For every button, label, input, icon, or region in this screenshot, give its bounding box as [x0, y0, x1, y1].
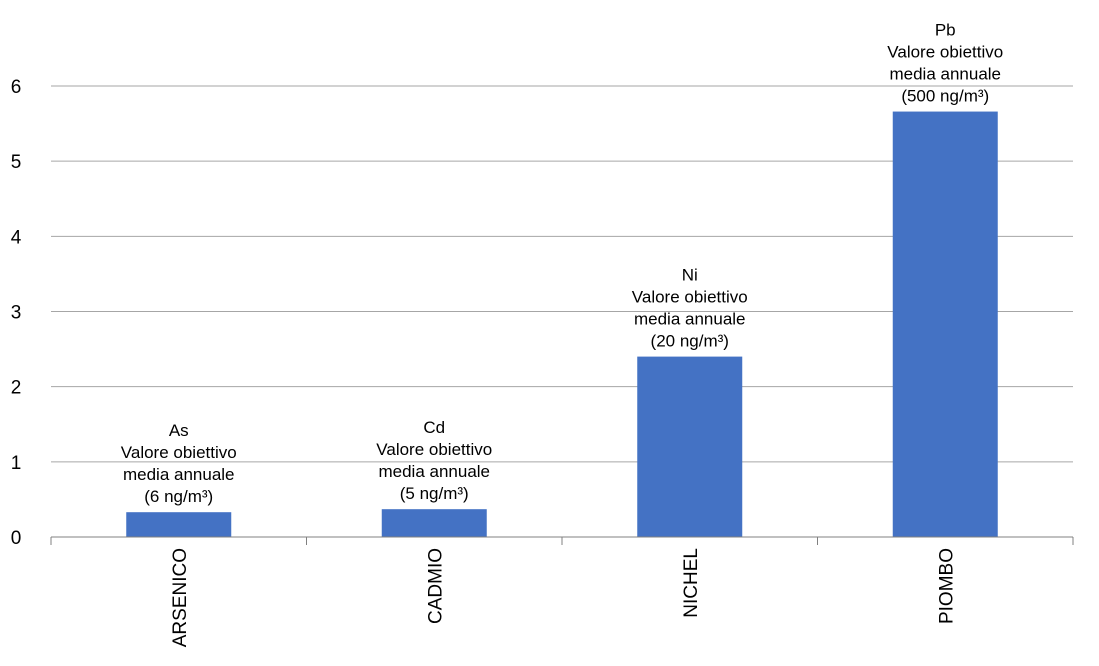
- data-annotation: Valore obiettivo: [376, 440, 492, 459]
- data-annotation: media annuale: [634, 310, 746, 329]
- bars: [126, 111, 998, 537]
- data-annotation: (5 ng/m³): [400, 484, 469, 503]
- axes: [50, 536, 1074, 545]
- data-annotation: Cd: [423, 418, 445, 437]
- bar: [637, 356, 743, 537]
- y-tick-label: 3: [11, 303, 22, 324]
- x-tick-label: CADMIO: [425, 548, 446, 624]
- data-annotation: Ni: [682, 266, 698, 285]
- x-tick-label: ARSENICO: [170, 548, 191, 647]
- data-annotation: Valore obiettivo: [632, 288, 748, 307]
- y-tick-label: 4: [11, 227, 22, 248]
- y-tick-label: 0: [11, 528, 22, 549]
- data-annotation: Pb: [935, 21, 956, 40]
- data-annotation: Valore obiettivo: [887, 43, 1003, 62]
- x-tick-label: NICHEL: [681, 548, 702, 618]
- data-annotation: media annuale: [378, 462, 490, 481]
- bar: [381, 509, 487, 537]
- x-tick-label: PIOMBO: [936, 548, 957, 624]
- y-tick-label: 5: [11, 152, 22, 173]
- y-tick-label: 6: [11, 77, 22, 98]
- data-annotation: As: [169, 421, 189, 440]
- data-annotation: (20 ng/m³): [651, 332, 729, 351]
- data-annotation: media annuale: [889, 65, 1001, 84]
- data-annotation: media annuale: [123, 465, 235, 484]
- bar: [892, 111, 998, 537]
- y-tick-label: 1: [11, 453, 22, 474]
- data-annotation: (500 ng/m³): [901, 87, 989, 106]
- data-annotation: Valore obiettivo: [121, 443, 237, 462]
- labels: 0 1 2 3 4 5 6 ARSENICO As Valore obiettivo media a…: [11, 21, 1004, 648]
- bar: [126, 512, 232, 537]
- y-tick-label: 2: [11, 378, 22, 399]
- data-annotation: (6 ng/m³): [144, 487, 213, 506]
